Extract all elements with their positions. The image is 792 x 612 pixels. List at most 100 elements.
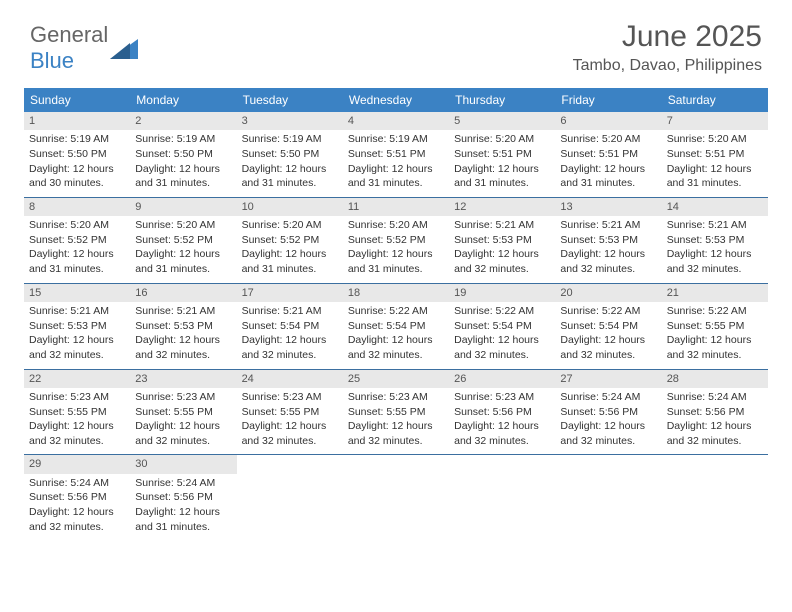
- sunrise-text: Sunrise: 5:21 AM: [667, 219, 763, 233]
- day-number: 25: [343, 370, 449, 388]
- day-cell: 3Sunrise: 5:19 AMSunset: 5:50 PMDaylight…: [237, 112, 343, 197]
- day-cell: 16Sunrise: 5:21 AMSunset: 5:53 PMDayligh…: [130, 284, 236, 369]
- day-info: Sunrise: 5:23 AMSunset: 5:55 PMDaylight:…: [237, 388, 343, 455]
- daylight-text-2: and 31 minutes.: [348, 263, 444, 277]
- day-cell: 19Sunrise: 5:22 AMSunset: 5:54 PMDayligh…: [449, 284, 555, 369]
- day-cell: 26Sunrise: 5:23 AMSunset: 5:56 PMDayligh…: [449, 370, 555, 455]
- daylight-text-2: and 31 minutes.: [135, 177, 231, 191]
- day-cell: 14 Sunrise: 5:21 AMSunset: 5:53 PMDayligh…: [662, 198, 768, 283]
- sunrise-text: Sunrise: 5:20 AM: [135, 219, 231, 233]
- sunset-text: Sunset: 5:55 PM: [242, 406, 338, 420]
- day-info: Sunrise: 5:20 AMSunset: 5:52 PMDaylight:…: [343, 216, 449, 283]
- sunset-text: Sunset: 5:51 PM: [348, 148, 444, 162]
- day-number: 11: [343, 198, 449, 216]
- daylight-text-1: Daylight: 12 hours: [667, 334, 763, 348]
- daylight-text-2: and 32 minutes.: [454, 263, 550, 277]
- sunrise-text: Sunrise: 5:20 AM: [667, 133, 763, 147]
- day-number: 19: [449, 284, 555, 302]
- dayname-mon: Monday: [130, 88, 236, 112]
- sunrise-text: Sunrise: 5:24 AM: [560, 391, 656, 405]
- sunrise-text: Sunrise: 5:21 AM: [242, 305, 338, 319]
- daylight-text-2: and 32 minutes.: [454, 349, 550, 363]
- day-info: Sunrise: 5:21 AMSunset: 5:53 PMDaylight:…: [555, 216, 661, 283]
- daylight-text-2: and 32 minutes.: [560, 349, 656, 363]
- day-info: Sunrise: 5:22 AMSunset: 5:54 PMDaylight:…: [449, 302, 555, 369]
- day-number: 6: [555, 112, 661, 130]
- day-cell: 24Sunrise: 5:23 AMSunset: 5:55 PMDayligh…: [237, 370, 343, 455]
- sunrise-text: Sunrise: 5:21 AM: [560, 219, 656, 233]
- daylight-text-2: and 32 minutes.: [348, 349, 444, 363]
- day-header-row: Sunday Monday Tuesday Wednesday Thursday…: [24, 88, 768, 112]
- sunrise-text: Sunrise: 5:22 AM: [454, 305, 550, 319]
- day-number: 21: [662, 284, 768, 302]
- day-info: Sunrise: 5:20 AMSunset: 5:52 PMDaylight:…: [130, 216, 236, 283]
- sunrise-text: Sunrise: 5:23 AM: [135, 391, 231, 405]
- day-cell: [662, 455, 768, 540]
- day-info: Sunrise: 5:24 AMSunset: 5:56 PMDaylight:…: [24, 474, 130, 541]
- sunrise-text: Sunrise: 5:21 AM: [135, 305, 231, 319]
- day-cell: 10Sunrise: 5:20 AMSunset: 5:52 PMDayligh…: [237, 198, 343, 283]
- day-number: 13: [555, 198, 661, 216]
- sunset-text: Sunset: 5:54 PM: [348, 320, 444, 334]
- dayname-thu: Thursday: [449, 88, 555, 112]
- daylight-text-2: and 32 minutes.: [135, 349, 231, 363]
- week-row: 22Sunrise: 5:23 AMSunset: 5:55 PMDayligh…: [24, 369, 768, 455]
- day-info: Sunrise: 5:21 AMSunset: 5:54 PMDaylight:…: [237, 302, 343, 369]
- day-cell: 7Sunrise: 5:20 AMSunset: 5:51 PMDaylight…: [662, 112, 768, 197]
- day-number: 14: [662, 198, 768, 216]
- sunset-text: Sunset: 5:52 PM: [242, 234, 338, 248]
- sunrise-text: Sunrise: 5:24 AM: [29, 477, 125, 491]
- daylight-text-1: Daylight: 12 hours: [667, 248, 763, 262]
- daylight-text-1: Daylight: 12 hours: [667, 163, 763, 177]
- sunrise-text: Sunrise: 5:20 AM: [560, 133, 656, 147]
- sunset-text: Sunset: 5:55 PM: [667, 320, 763, 334]
- day-cell: 30Sunrise: 5:24 AMSunset: 5:56 PMDayligh…: [130, 455, 236, 540]
- day-cell: 20Sunrise: 5:22 AMSunset: 5:54 PMDayligh…: [555, 284, 661, 369]
- daylight-text-2: and 32 minutes.: [560, 263, 656, 277]
- day-cell: 25Sunrise: 5:23 AMSunset: 5:55 PMDayligh…: [343, 370, 449, 455]
- daylight-text-1: Daylight: 12 hours: [135, 420, 231, 434]
- daylight-text-2: and 31 minutes.: [242, 263, 338, 277]
- sunrise-text: Sunrise: 5:19 AM: [242, 133, 338, 147]
- sunset-text: Sunset: 5:55 PM: [348, 406, 444, 420]
- day-info: Sunrise: 5:19 AMSunset: 5:50 PMDaylight:…: [130, 130, 236, 197]
- dayname-sat: Saturday: [662, 88, 768, 112]
- sunrise-text: Sunrise: 5:22 AM: [348, 305, 444, 319]
- sunset-text: Sunset: 5:53 PM: [29, 320, 125, 334]
- day-cell: 4Sunrise: 5:19 AMSunset: 5:51 PMDaylight…: [343, 112, 449, 197]
- daylight-text-1: Daylight: 12 hours: [242, 334, 338, 348]
- daylight-text-1: Daylight: 12 hours: [454, 420, 550, 434]
- day-info: Sunrise: 5:20 AMSunset: 5:51 PMDaylight:…: [449, 130, 555, 197]
- month-title: June 2025: [573, 20, 762, 54]
- dayname-sun: Sunday: [24, 88, 130, 112]
- sunrise-text: Sunrise: 5:23 AM: [348, 391, 444, 405]
- daylight-text-2: and 30 minutes.: [29, 177, 125, 191]
- day-info: Sunrise: 5:21 AMSunset: 5:53 PMDaylight:…: [130, 302, 236, 369]
- day-number: 12: [449, 198, 555, 216]
- logo-text-2: Blue: [30, 48, 74, 73]
- daylight-text-1: Daylight: 12 hours: [29, 420, 125, 434]
- day-number: 17: [237, 284, 343, 302]
- sunrise-text: Sunrise: 5:19 AM: [348, 133, 444, 147]
- daylight-text-1: Daylight: 12 hours: [242, 248, 338, 262]
- sunrise-text: Sunrise: 5:20 AM: [242, 219, 338, 233]
- sunset-text: Sunset: 5:53 PM: [667, 234, 763, 248]
- daylight-text-1: Daylight: 12 hours: [348, 248, 444, 262]
- sunset-text: Sunset: 5:52 PM: [29, 234, 125, 248]
- daylight-text-1: Daylight: 12 hours: [454, 334, 550, 348]
- day-info: Sunrise: 5:21 AMSunset: 5:53 PMDaylight:…: [24, 302, 130, 369]
- daylight-text-1: Daylight: 12 hours: [135, 506, 231, 520]
- day-cell: 22Sunrise: 5:23 AMSunset: 5:55 PMDayligh…: [24, 370, 130, 455]
- day-cell: 5Sunrise: 5:20 AMSunset: 5:51 PMDaylight…: [449, 112, 555, 197]
- day-info: Sunrise: 5:24 AMSunset: 5:56 PMDaylight:…: [662, 388, 768, 455]
- sunrise-text: Sunrise: 5:20 AM: [29, 219, 125, 233]
- daylight-text-2: and 31 minutes.: [560, 177, 656, 191]
- day-number: 1: [24, 112, 130, 130]
- day-cell: [343, 455, 449, 540]
- day-number: 30: [130, 455, 236, 473]
- day-info: Sunrise: 5:20 AMSunset: 5:51 PMDaylight:…: [662, 130, 768, 197]
- day-number: 20: [555, 284, 661, 302]
- day-number: 28: [662, 370, 768, 388]
- daylight-text-1: Daylight: 12 hours: [560, 163, 656, 177]
- daylight-text-2: and 32 minutes.: [667, 349, 763, 363]
